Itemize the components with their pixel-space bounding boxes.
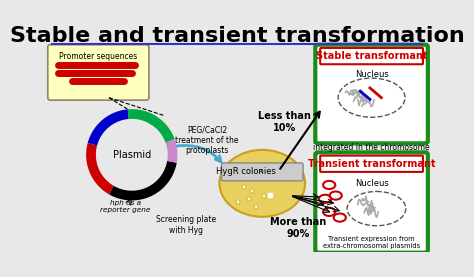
Text: PEG/CaCl2
treatment of the
protoplasts: PEG/CaCl2 treatment of the protoplasts xyxy=(175,125,238,155)
FancyBboxPatch shape xyxy=(315,152,428,253)
Text: R: R xyxy=(258,169,262,174)
FancyArrowPatch shape xyxy=(175,145,221,162)
FancyBboxPatch shape xyxy=(221,163,303,181)
Ellipse shape xyxy=(219,150,305,217)
Text: More than
90%: More than 90% xyxy=(270,217,326,239)
Text: Transient transformant: Transient transformant xyxy=(308,159,435,169)
Text: hph as a
reporter gene: hph as a reporter gene xyxy=(100,200,150,213)
Text: HygR colonies: HygR colonies xyxy=(216,167,276,176)
Text: Screening plate
with Hyg: Screening plate with Hyg xyxy=(156,215,217,235)
FancyBboxPatch shape xyxy=(320,48,423,64)
Text: Nucleus: Nucleus xyxy=(355,70,389,79)
Text: Plasmid: Plasmid xyxy=(113,150,151,160)
Text: Nucleus: Nucleus xyxy=(355,179,389,188)
Text: Transient expression from
extra-chromosomal plasmids: Transient expression from extra-chromoso… xyxy=(323,236,420,249)
Text: Stable and transient transformation: Stable and transient transformation xyxy=(9,26,465,46)
FancyBboxPatch shape xyxy=(320,156,423,172)
FancyBboxPatch shape xyxy=(48,45,149,100)
Text: Promoter sequences: Promoter sequences xyxy=(59,52,137,61)
Text: integrated in the chromosome: integrated in the chromosome xyxy=(313,143,430,152)
Text: Less than
10%: Less than 10% xyxy=(258,111,311,133)
FancyBboxPatch shape xyxy=(315,45,428,143)
Text: Stable transformant: Stable transformant xyxy=(316,51,428,61)
